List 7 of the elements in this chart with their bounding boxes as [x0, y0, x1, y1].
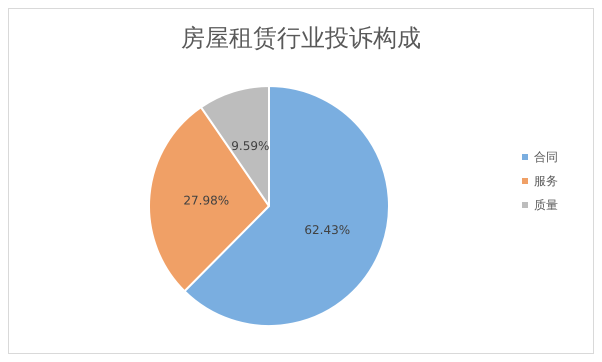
data-label: 9.59% — [231, 138, 270, 153]
legend-label: 合同 — [534, 150, 558, 164]
legend-label: 质量 — [534, 198, 558, 212]
legend-label: 服务 — [534, 174, 558, 188]
data-label: 62.43% — [304, 222, 350, 237]
data-label: 27.98% — [183, 193, 230, 208]
chart-title: 房屋租赁行业投诉构成 — [181, 24, 421, 52]
